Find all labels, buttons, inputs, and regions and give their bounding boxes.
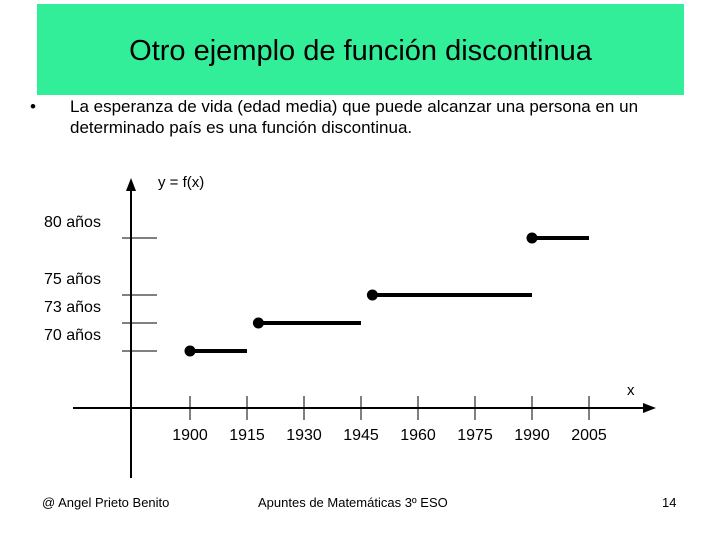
- footer-author: @ Angel Prieto Benito: [42, 495, 170, 510]
- x-axis-ticks: 1900 1915 1930 1945 1960 1975 1990 2005: [172, 396, 607, 444]
- step-segments: [184, 232, 589, 357]
- x-tick-label: 1930: [286, 427, 322, 444]
- x-tick-label: 1900: [172, 427, 208, 444]
- x-axis-label: x: [627, 382, 635, 399]
- y-tick-label: 73 años: [44, 299, 101, 316]
- footer-course: Apuntes de Matemáticas 3º ESO: [258, 495, 448, 510]
- bullet-icon: •: [30, 97, 36, 116]
- y-tick-label: 75 años: [44, 271, 101, 288]
- title-band: Otro ejemplo de función discontinua: [37, 4, 684, 95]
- slide-title: Otro ejemplo de función discontinua: [129, 35, 592, 67]
- x-tick-label: 2005: [571, 427, 607, 444]
- footer-page-number: 14: [662, 495, 677, 510]
- y-tick-label: 70 años: [44, 327, 101, 344]
- step-start-point: [184, 345, 196, 357]
- y-tick-label: 80 años: [44, 214, 101, 231]
- bullet-text: La esperanza de vida (edad media) que pu…: [70, 97, 639, 137]
- x-tick-label: 1990: [514, 427, 550, 444]
- x-tick-label: 1915: [229, 427, 265, 444]
- y-axis-ticks: 70 años 73 años 75 años 80 años: [44, 214, 157, 352]
- y-axis-arrow-icon: [126, 178, 136, 191]
- step-start-point: [366, 289, 378, 301]
- x-tick-label: 1960: [400, 427, 436, 444]
- step-start-point: [526, 232, 538, 244]
- step-start-point: [252, 317, 264, 329]
- x-tick-label: 1975: [457, 427, 493, 444]
- x-tick-label: 1945: [343, 427, 379, 444]
- y-axis-label: y = f(x): [158, 174, 204, 191]
- x-axis-arrow-icon: [643, 403, 656, 413]
- axes: [73, 178, 656, 478]
